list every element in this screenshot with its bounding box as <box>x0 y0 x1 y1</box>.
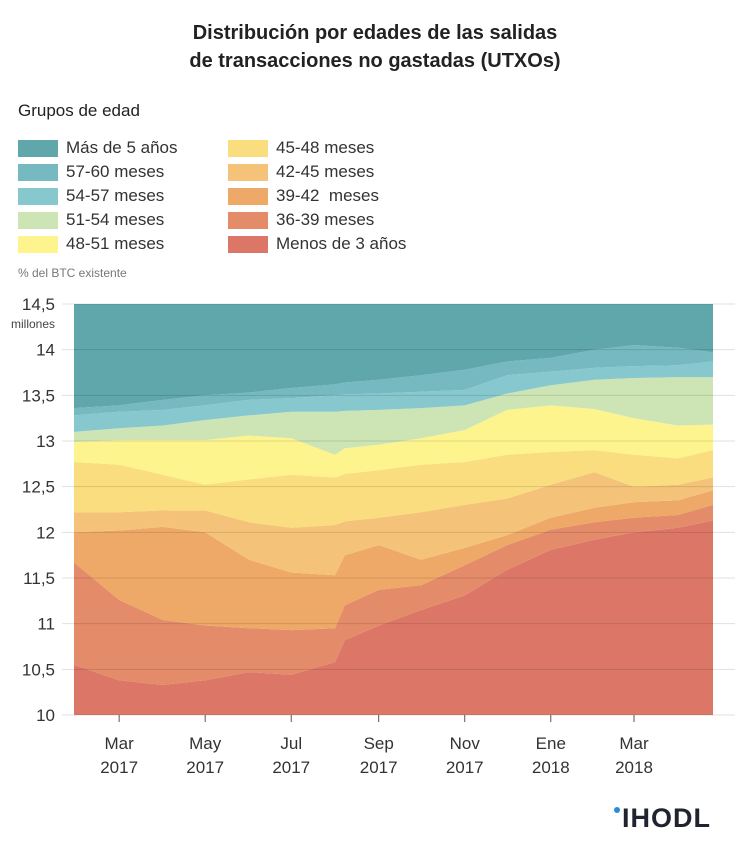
legend-swatch <box>228 211 268 229</box>
legend-label: 48-51 meses <box>66 234 165 253</box>
legend-title: Grupos de edad <box>18 101 140 120</box>
x-tick-month: Sep <box>364 734 394 753</box>
legend-item: 42-45 meses <box>228 162 375 181</box>
x-tick-year: 2018 <box>615 758 653 777</box>
legend-swatch <box>18 187 58 205</box>
legend-label: 42-45 meses <box>276 162 375 181</box>
legend-item: 48-51 meses <box>18 234 165 253</box>
legend-label: 54-57 meses <box>66 186 165 205</box>
x-tick-year: 2018 <box>532 758 570 777</box>
x-tick-month: Mar <box>104 734 134 753</box>
x-tick-year: 2017 <box>360 758 398 777</box>
x-tick-month: Ene <box>536 734 566 753</box>
y-unit-label: millones <box>11 317 55 331</box>
legend-item: 51-54 meses <box>18 210 165 229</box>
x-tick-month: Mar <box>619 734 649 753</box>
y-tick-label: 13 <box>36 432 55 451</box>
y-tick-label: 11 <box>37 615 55 634</box>
y-tick-label: 13,5 <box>22 386 55 405</box>
legend-item: Más de 5 años <box>18 138 178 157</box>
legend-label: Menos de 3 años <box>276 234 407 253</box>
x-tick-year: 2017 <box>272 758 310 777</box>
x-tick-year: 2017 <box>186 758 224 777</box>
legend-label: Más de 5 años <box>66 138 178 157</box>
legend-label: 45-48 meses <box>276 138 375 157</box>
area-42-45-meses <box>74 472 713 576</box>
ihodl-logo: IHODL <box>614 803 711 834</box>
y-axis-label: % del BTC existente <box>18 266 127 280</box>
y-tick-label: 11,5 <box>23 569 55 588</box>
area-54-57-meses <box>74 361 713 432</box>
legend-swatch <box>228 139 268 157</box>
x-tick-month: May <box>189 734 222 753</box>
x-tick-month: Jul <box>280 734 302 753</box>
areas <box>74 304 713 715</box>
legend-swatch <box>18 163 58 181</box>
area-más-de-5-años <box>74 304 713 409</box>
legend-swatch <box>228 235 268 253</box>
legend-item: 57-60 meses <box>18 162 165 181</box>
area-51-54-meses <box>74 377 713 455</box>
chart-title-line-1: Distribución por edades de las salidas <box>192 22 558 44</box>
y-tick-label: 12 <box>36 523 55 542</box>
legend-label: 36-39 meses <box>276 210 375 229</box>
area-menos-de-3-años <box>74 520 713 715</box>
legend-swatch <box>18 235 58 253</box>
legend-item: 39-42 meses <box>228 186 379 205</box>
x-tick-month: Nov <box>450 734 481 753</box>
y-tick-label: 10,5 <box>22 660 55 679</box>
legend-label: 57-60 meses <box>66 162 165 181</box>
y-tick-label: 14 <box>36 341 55 360</box>
legend-item: 45-48 meses <box>228 138 375 157</box>
legend-swatch <box>18 211 58 229</box>
area-36-39-meses <box>74 504 713 685</box>
y-tick-label: 14,5 <box>22 295 55 314</box>
legend-item: Menos de 3 años <box>228 234 407 253</box>
legend-item: 54-57 meses <box>18 186 165 205</box>
chart-title-line-2: de transacciones no gastadas (UTXOs) <box>189 50 561 72</box>
x-tick-year: 2017 <box>446 758 484 777</box>
y-tick-label: 10 <box>36 706 55 725</box>
legend-label: 39-42 meses <box>276 186 379 205</box>
legend-swatch <box>18 139 58 157</box>
legend-swatch <box>228 187 268 205</box>
area-39-42-meses <box>74 490 713 631</box>
area-57-60-meses <box>74 345 713 416</box>
logo-dot-icon <box>614 807 620 813</box>
area-48-51-meses <box>74 405 713 485</box>
area-45-48-meses <box>74 450 713 528</box>
x-tick-year: 2017 <box>100 758 138 777</box>
legend-item: 36-39 meses <box>228 210 375 229</box>
legend-label: 51-54 meses <box>66 210 165 229</box>
legend-swatch <box>228 163 268 181</box>
y-tick-label: 12,5 <box>22 478 55 497</box>
